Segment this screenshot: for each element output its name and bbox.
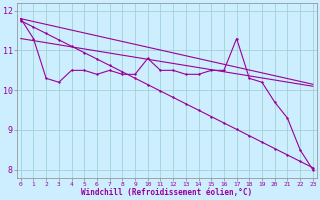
X-axis label: Windchill (Refroidissement éolien,°C): Windchill (Refroidissement éolien,°C) (81, 188, 252, 197)
